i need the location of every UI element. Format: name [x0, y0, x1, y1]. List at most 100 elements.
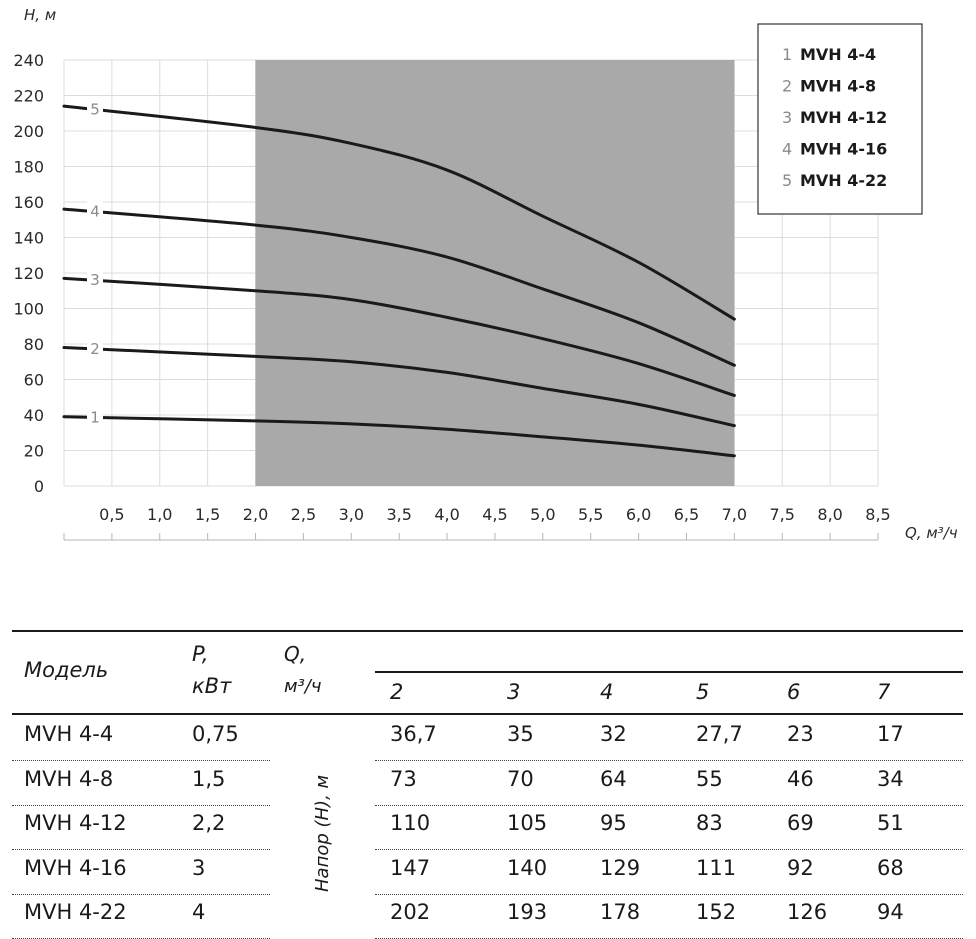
y-tick-label: 140 — [13, 229, 44, 248]
row-value: 92 — [787, 855, 814, 880]
x-tick-label: 3,5 — [386, 505, 411, 524]
row-separator-left — [12, 760, 270, 761]
row-separator-left — [12, 804, 270, 806]
curve-5 — [62, 104, 736, 321]
row-value: 55 — [696, 766, 723, 791]
legend-box — [757, 23, 923, 215]
row-model: MVH 4-12 — [24, 811, 127, 835]
row-separator-left — [12, 849, 270, 850]
flow-value-header: 6 — [787, 680, 801, 704]
row-value: 94 — [877, 900, 904, 924]
row-value: 35 — [507, 722, 534, 746]
curve-label-bg-1 — [87, 407, 103, 427]
legend-number: 1 — [782, 45, 792, 64]
y-axis-title: H, м — [24, 6, 56, 24]
legend-number: 2 — [782, 77, 792, 96]
y-axis-tick-labels: 0 20 40 60 80 100 120 140 160 180 200 220 240 — [13, 51, 44, 496]
row-value: 34 — [877, 766, 904, 791]
legend-entry: MVH 4-22 — [800, 171, 887, 190]
x-tick-label: 7,0 — [722, 505, 747, 524]
chart-legend: 1 MVH 4-4 2 MVH 4-8 3 MVH 4-12 4 MVH 4-16 5 MVH 4… — [757, 23, 923, 215]
x-axis-title: Q, м³/ч — [905, 524, 958, 542]
x-axis-tick-labels: 0,5 1,0 1,5 2,0 2,5 3,0 3,5 4,0 4,5 5,0 5,5 6,0 6,5 7… — [99, 505, 891, 524]
row-value: 51 — [877, 811, 904, 835]
x-tick-label: 6,5 — [674, 505, 699, 524]
y-tick-label: 160 — [13, 193, 44, 212]
row-separator-right — [375, 760, 963, 761]
x-tick-label: 8,5 — [865, 505, 890, 524]
x-tick-label: 2,5 — [291, 505, 316, 524]
row-value: 126 — [787, 900, 828, 924]
x-tick-label: 7,5 — [770, 505, 795, 524]
row-model: MVH 4-8 — [24, 766, 114, 791]
curve-label-4: 4 — [90, 202, 100, 220]
table-flow-rule — [375, 671, 963, 673]
flow-value-header: 7 — [877, 680, 891, 704]
flow-value-header: 3 — [507, 680, 521, 704]
y-tick-label: 240 — [13, 51, 44, 70]
y-tick-label: 200 — [13, 122, 44, 141]
row-value: 46 — [787, 766, 814, 791]
row-value: 178 — [600, 900, 641, 924]
row-value: 27,7 — [696, 722, 743, 746]
row-model: MVH 4-16 — [24, 855, 127, 880]
row-separator-left — [12, 893, 270, 895]
row-value: 69 — [787, 811, 814, 835]
row-value: 140 — [507, 855, 548, 880]
y-tick-label: 100 — [13, 300, 44, 319]
row-power: 4 — [192, 900, 206, 924]
model-header: Модель — [24, 658, 109, 682]
flow-value-header: 2 — [390, 680, 404, 704]
power-header-symbol: P, — [192, 642, 209, 666]
row-value: 64 — [600, 766, 627, 791]
row-value: 36,7 — [390, 722, 437, 746]
x-tick-label: 4,0 — [434, 505, 459, 524]
y-tick-label: 60 — [24, 371, 44, 390]
curve-2 — [62, 346, 736, 428]
x-tick-label: 3,0 — [339, 505, 364, 524]
row-value: 202 — [390, 900, 431, 924]
curve-4 — [62, 207, 736, 367]
y-tick-label: 180 — [13, 158, 44, 177]
head-axis-label: Напор (H), м — [312, 774, 333, 892]
flow-header-symbol: Q, — [284, 642, 307, 666]
row-value: 73 — [390, 766, 417, 791]
legend-number: 5 — [782, 171, 792, 190]
row-model: MVH 4-4 — [24, 722, 114, 746]
row-value: 32 — [600, 722, 627, 746]
row-value: 95 — [600, 811, 627, 835]
row-value: 17 — [877, 722, 904, 746]
flow-value-header: 4 — [600, 680, 614, 704]
x-tick-label: 0,5 — [99, 505, 124, 524]
row-power: 2,2 — [192, 811, 226, 835]
row-power: 3 — [192, 855, 206, 880]
flow-header-unit: м³/ч — [284, 676, 322, 697]
y-tick-label: 0 — [34, 477, 44, 496]
flow-value-header: 5 — [696, 680, 710, 704]
curve-label-1: 1 — [90, 408, 100, 426]
curve-label-5: 5 — [90, 100, 100, 118]
curve-1 — [62, 415, 736, 458]
table-header-rule — [12, 713, 963, 715]
row-model: MVH 4-22 — [24, 900, 127, 924]
row-value: 152 — [696, 900, 737, 924]
table-top-rule — [12, 630, 963, 632]
y-tick-label: 40 — [24, 406, 44, 425]
row-separator-right — [375, 893, 963, 895]
legend-entry: MVH 4-8 — [800, 77, 876, 96]
row-separator-right — [375, 849, 963, 850]
row-value: 111 — [696, 855, 737, 880]
x-tick-label: 5,0 — [530, 505, 555, 524]
curve-label-bg-2 — [87, 338, 103, 358]
power-header-unit: кВт — [192, 674, 232, 698]
row-value: 83 — [696, 811, 723, 835]
row-value: 129 — [600, 855, 641, 880]
row-value: 193 — [507, 900, 548, 924]
row-value: 110 — [390, 811, 431, 835]
row-power: 1,5 — [192, 766, 226, 791]
row-value: 147 — [390, 855, 431, 880]
row-value: 105 — [507, 811, 548, 835]
curve-label-bg-5 — [87, 99, 103, 119]
curve-label-bg-3 — [87, 270, 103, 290]
row-separator-right — [375, 804, 963, 806]
